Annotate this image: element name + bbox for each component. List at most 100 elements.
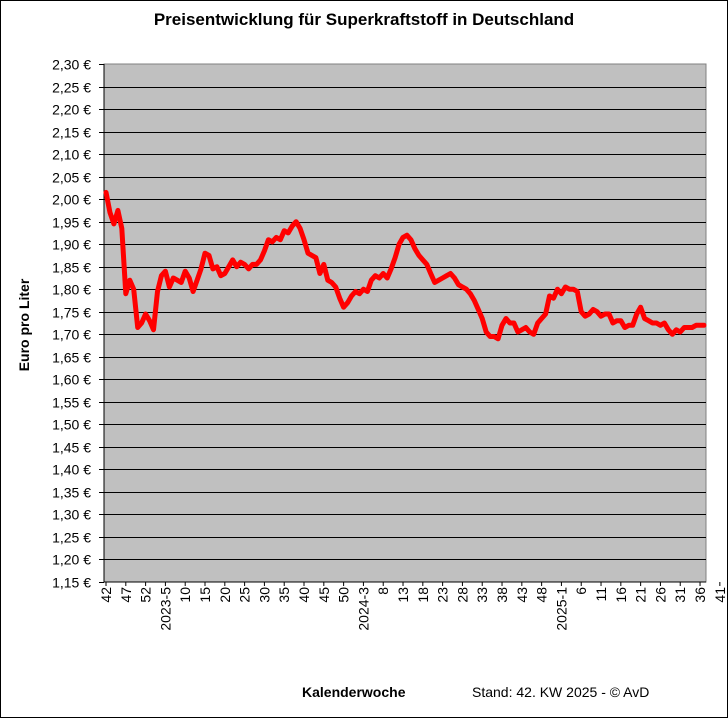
data-point (611, 321, 615, 325)
data-point (540, 317, 544, 320)
data-point (662, 321, 666, 325)
data-point (294, 220, 298, 224)
data-point (191, 290, 195, 293)
x-tick-label: 36 (692, 587, 708, 603)
y-tick-label: 2,15 € (52, 125, 91, 141)
x-tick-label: 20 (217, 587, 233, 603)
data-point (223, 272, 227, 275)
data-point (274, 235, 278, 239)
data-point (207, 253, 211, 257)
y-tick-label: 1,50 € (52, 417, 91, 433)
data-point (682, 326, 686, 329)
x-tick-label: 6 (573, 587, 589, 595)
data-point (623, 326, 627, 329)
x-tick-label: 25 (237, 587, 253, 603)
data-point (227, 265, 231, 269)
data-point (647, 319, 651, 323)
data-point (310, 253, 314, 257)
x-tick-label: 41 (712, 587, 728, 603)
data-point (488, 335, 492, 338)
grid-lines (104, 87, 706, 560)
x-axis-title: Kalenderwoche (302, 684, 406, 700)
data-point (516, 330, 520, 334)
data-point (381, 272, 385, 275)
y-tick-label: 1,55 € (52, 395, 91, 411)
data-point (187, 276, 191, 280)
data-point (247, 267, 251, 271)
y-tick-label: 1,90 € (52, 237, 91, 253)
y-axis-title: Euro pro Liter (16, 278, 32, 372)
data-point (472, 299, 476, 302)
stand-footnote: Stand: 42. KW 2025 - © AvD (472, 684, 650, 700)
data-point (484, 330, 488, 334)
data-point (140, 321, 144, 325)
x-tick-label: 13 (395, 587, 411, 603)
y-tick-label: 1,35 € (52, 485, 91, 501)
data-point (603, 312, 607, 316)
data-point (199, 267, 203, 271)
data-point (163, 269, 167, 273)
data-point (409, 238, 413, 242)
y-tick-label: 2,30 € (52, 57, 91, 73)
data-point (334, 285, 338, 289)
data-point (171, 276, 175, 280)
x-tick-label: 43 (514, 587, 530, 603)
x-tick-label: 30 (256, 587, 272, 603)
data-point (496, 337, 500, 341)
data-point (136, 326, 140, 329)
data-point (607, 312, 611, 316)
data-point (619, 319, 623, 323)
data-point (635, 312, 639, 316)
data-point (397, 242, 401, 246)
data-point (405, 233, 409, 237)
data-point (342, 305, 346, 309)
data-point (421, 258, 425, 262)
data-point (255, 262, 258, 266)
x-tick-label: 18 (415, 587, 431, 603)
x-tick-label: 28 (454, 587, 470, 603)
data-point (215, 265, 219, 269)
data-point (512, 321, 516, 325)
data-point (556, 287, 559, 291)
data-point (674, 328, 678, 332)
data-point (167, 285, 171, 289)
data-point (322, 262, 326, 266)
data-point (655, 321, 658, 325)
x-tick-label: 10 (177, 587, 193, 603)
data-point (385, 276, 389, 280)
data-point (326, 278, 330, 282)
y-tick-label: 1,70 € (52, 327, 91, 343)
data-point (298, 226, 302, 230)
x-axis-ticks: 42 47 52 2023-5 10 15 20 25 30 35 40 45 50 2024-3 8 13 1… (98, 582, 728, 631)
data-point (132, 287, 136, 291)
data-point (377, 276, 381, 280)
data-point (104, 190, 108, 194)
data-point (552, 296, 555, 300)
x-tick-label: 2024-3 (355, 587, 371, 631)
x-tick-label: 45 (316, 587, 332, 603)
y-tick-label: 1,45 € (52, 440, 91, 456)
y-tick-label: 1,15 € (52, 575, 91, 591)
data-point (286, 231, 290, 235)
data-point (235, 265, 239, 269)
data-point (544, 312, 548, 316)
y-tick-label: 1,40 € (52, 462, 91, 478)
data-point (318, 272, 322, 275)
data-point (144, 312, 148, 316)
data-point (500, 323, 504, 327)
x-tick-label: 52 (138, 587, 154, 603)
y-tick-label: 1,65 € (52, 350, 91, 366)
data-point (302, 238, 306, 242)
data-point (559, 292, 563, 296)
data-point (282, 229, 286, 233)
x-tick-label: 23 (435, 587, 451, 603)
data-point (361, 287, 365, 291)
data-point (536, 321, 540, 325)
y-tick-label: 1,85 € (52, 260, 91, 276)
x-tick-label: 31 (672, 587, 688, 603)
x-tick-label: 35 (276, 587, 292, 603)
data-point (369, 278, 373, 282)
data-point (266, 238, 270, 242)
data-point (690, 326, 694, 329)
